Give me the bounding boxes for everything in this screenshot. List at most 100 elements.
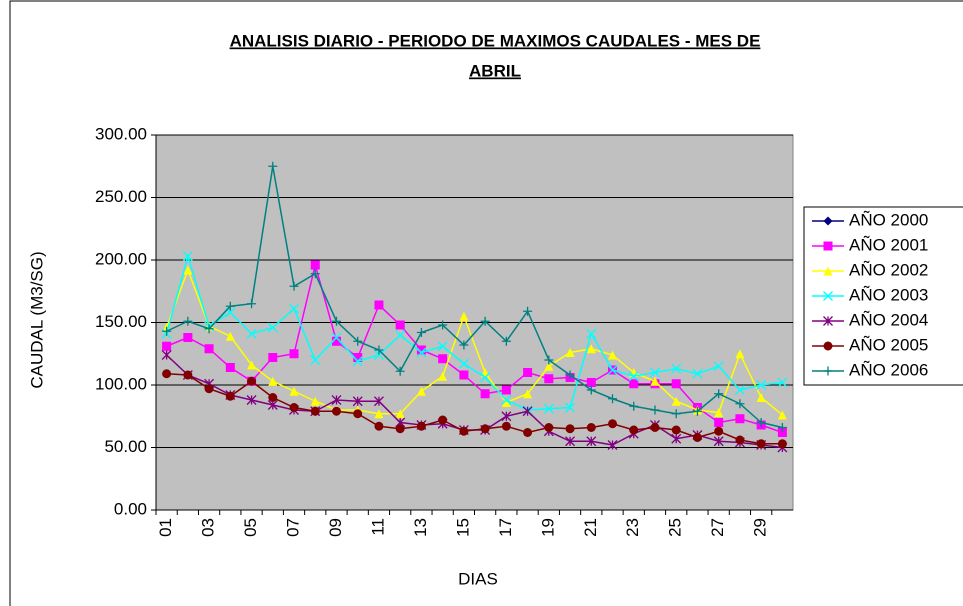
marker (268, 353, 278, 362)
marker (501, 421, 511, 431)
marker (162, 341, 172, 351)
x-tick-label: 13 (411, 518, 430, 537)
y-tick-label: 50.00 (104, 437, 147, 456)
marker (247, 376, 257, 386)
marker (671, 425, 681, 435)
y-tick-label: 0.00 (114, 499, 147, 518)
marker (459, 426, 469, 436)
marker (650, 367, 660, 378)
marker (183, 265, 193, 275)
marker (523, 428, 533, 437)
legend-label: AÑO 2006 (849, 360, 928, 379)
marker (777, 377, 788, 388)
chart-title: ABRIL (469, 61, 521, 80)
marker (692, 406, 702, 416)
x-tick-label: 29 (751, 518, 770, 537)
marker (586, 378, 596, 387)
marker (353, 353, 363, 362)
marker (352, 396, 363, 407)
marker (458, 358, 469, 369)
legend-label: AÑO 2000 (849, 210, 928, 229)
marker (777, 439, 787, 449)
marker (374, 421, 384, 431)
marker (756, 380, 767, 390)
marker (438, 415, 448, 425)
marker (183, 333, 193, 342)
marker (777, 423, 787, 432)
marker (735, 435, 745, 445)
marker (331, 316, 341, 326)
marker (544, 361, 554, 371)
legend-label: AÑO 2003 (849, 285, 928, 304)
marker (823, 291, 833, 301)
marker (395, 424, 405, 434)
marker (735, 349, 745, 359)
marker (310, 355, 321, 365)
series-line (165, 253, 783, 411)
series-line (165, 267, 783, 416)
marker (310, 260, 320, 270)
marker (501, 398, 511, 407)
marker (565, 370, 575, 380)
x-tick-label: 09 (326, 518, 345, 537)
marker (289, 349, 299, 359)
marker (438, 320, 448, 330)
marker (353, 409, 363, 419)
marker (331, 406, 341, 416)
marker (310, 269, 320, 279)
marker (565, 348, 575, 357)
marker (268, 393, 278, 402)
marker (373, 396, 384, 407)
marker (607, 440, 618, 450)
legend-label: AÑO 2002 (849, 260, 928, 279)
marker (823, 216, 833, 226)
marker (289, 403, 299, 412)
marker (374, 345, 384, 355)
marker (289, 281, 299, 291)
y-tick-label: 250.00 (95, 187, 147, 206)
marker (225, 331, 235, 341)
marker (247, 360, 257, 370)
marker (331, 336, 341, 346)
marker (310, 406, 320, 416)
marker (267, 400, 278, 410)
marker (735, 414, 745, 424)
marker (501, 385, 511, 395)
marker (650, 405, 660, 415)
marker (714, 418, 724, 427)
marker (607, 365, 618, 375)
marker (416, 347, 427, 358)
y-axis-label: CAUDAL (M3/SG) (27, 251, 46, 388)
marker (714, 426, 724, 436)
marker (586, 344, 596, 354)
marker (225, 301, 235, 311)
marker (416, 345, 426, 355)
x-tick-label: 23 (623, 518, 642, 537)
marker (438, 371, 448, 381)
marker (523, 368, 533, 377)
marker (544, 423, 554, 432)
marker (713, 361, 724, 372)
marker (756, 439, 766, 449)
marker (182, 251, 193, 262)
marker (823, 241, 833, 251)
x-tick-label: 15 (453, 518, 472, 537)
marker (395, 330, 406, 340)
marker (416, 421, 426, 431)
marker (204, 344, 214, 354)
marker (352, 356, 363, 367)
x-tick-label: 17 (496, 518, 515, 537)
marker (823, 266, 833, 276)
marker (735, 399, 745, 409)
marker (247, 299, 257, 309)
marker (714, 408, 724, 417)
marker (523, 306, 533, 316)
marker (437, 341, 448, 352)
marker (183, 316, 193, 326)
marker (544, 355, 554, 365)
x-tick-label: 11 (368, 518, 387, 536)
marker (459, 340, 469, 350)
marker (204, 384, 214, 394)
marker (565, 436, 576, 447)
marker (161, 350, 172, 360)
